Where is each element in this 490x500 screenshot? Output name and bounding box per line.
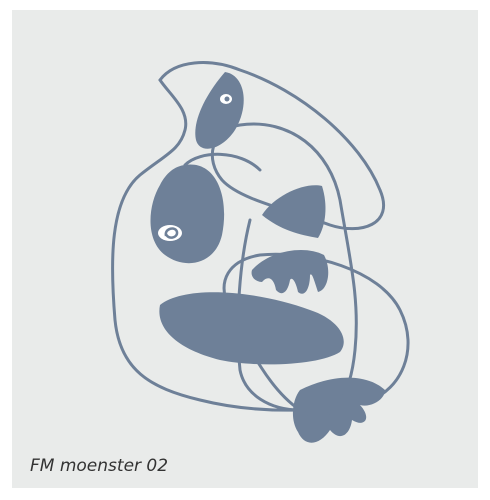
caption: FM moenster 02 [30,456,168,476]
page: {"caption": "FM moenster 02"} FM moenste… [0,0,490,500]
artwork [0,0,490,500]
body-blob [150,165,224,264]
pupil [225,97,230,102]
comb-blob [252,250,329,294]
